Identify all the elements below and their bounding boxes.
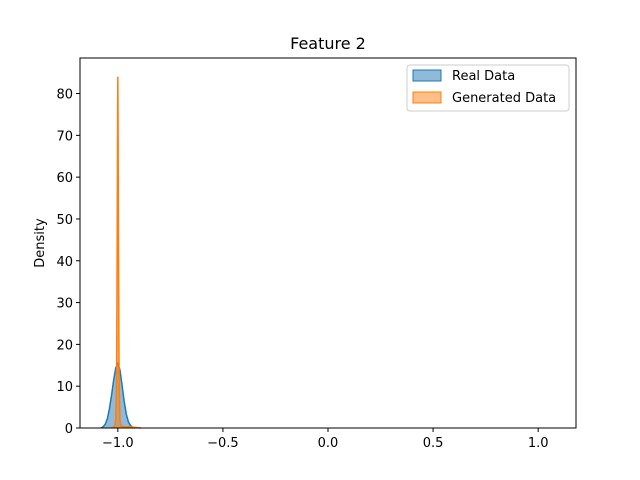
y-tick-label: 60	[56, 171, 73, 186]
chart-title: Feature 2	[290, 34, 366, 53]
legend-label-1: Generated Data	[452, 91, 556, 106]
y-tick-label: 70	[56, 129, 73, 144]
series-line-1	[111, 76, 142, 429]
y-tick-label: 50	[56, 213, 73, 228]
x-tick-label: 0.5	[423, 436, 444, 451]
y-tick-label: 80	[56, 88, 73, 103]
legend-swatch-0	[412, 69, 442, 82]
y-tick-label: 0	[65, 422, 73, 437]
y-axis-title: Density	[33, 218, 48, 268]
x-tick-label: 0.0	[318, 436, 339, 451]
y-tick-label: 30	[56, 297, 73, 312]
x-tick-label: −0.5	[207, 436, 239, 451]
y-tick-label: 10	[56, 380, 73, 395]
plot-frame	[79, 57, 577, 429]
x-tick-label: −1.0	[102, 436, 134, 451]
legend-swatch-1	[412, 91, 442, 104]
y-tick-label: 40	[56, 255, 73, 270]
legend-box	[406, 64, 570, 112]
series-layer	[100, 76, 142, 429]
ticks-layer: −1.0 −0.5 0.0 0.5 1.0 0 10 20 30 40 50 60 70 80	[56, 88, 548, 451]
x-tick-label: 1.0	[528, 436, 549, 451]
legend-label-0: Real Data	[452, 69, 515, 84]
y-tick-label: 20	[56, 338, 73, 353]
legend: Real Data Generated Data	[406, 64, 570, 112]
